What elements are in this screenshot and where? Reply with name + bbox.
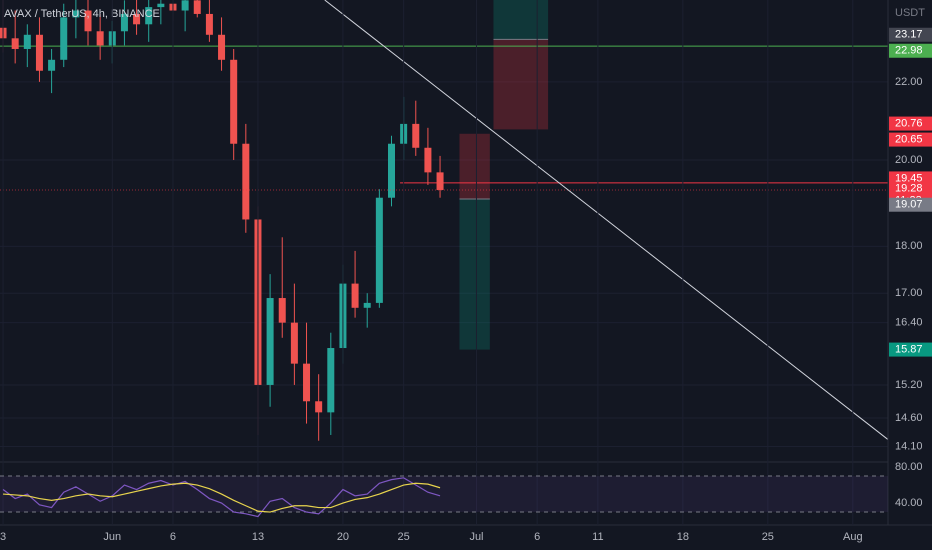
y-tick-label: 14.60 <box>895 412 923 424</box>
price-tag-label: 20.76 <box>895 117 923 129</box>
price-tag-label: 19.45 <box>895 172 923 184</box>
stop-zone <box>459 133 490 200</box>
price-tag <box>889 342 932 357</box>
stop-zone <box>493 39 549 130</box>
target-zone <box>459 199 490 350</box>
x-tick-label: 25 <box>762 531 774 543</box>
price-tag <box>889 116 932 131</box>
rsi-line <box>2 482 441 513</box>
candle-body <box>145 7 153 25</box>
candle-body <box>193 0 201 14</box>
candle-body <box>11 38 19 49</box>
candle-body <box>60 17 68 60</box>
x-tick-label: 20 <box>337 531 349 543</box>
candle-body <box>351 283 359 308</box>
candle-body <box>23 34 31 49</box>
candle-body <box>387 143 395 198</box>
price-tag-label: 15.87 <box>895 343 923 355</box>
price-tag-label: 20.65 <box>895 133 923 145</box>
price-tag <box>889 43 932 58</box>
x-tick-label: Aug <box>843 531 863 543</box>
candle-body <box>230 59 238 144</box>
candle-body <box>412 123 420 148</box>
candle-body <box>363 302 371 308</box>
x-tick-label: 6 <box>170 531 176 543</box>
x-tick-label: 25 <box>398 531 410 543</box>
x-tick-label: 6 <box>534 531 540 543</box>
rsi-band <box>0 476 888 513</box>
chart-title: AVAX / TetherUS, 4h, BINANCE <box>4 8 160 20</box>
y-tick-label: 20.00 <box>895 154 923 166</box>
currency-label: USDT <box>895 7 925 19</box>
price-tag-label: 19.28 <box>895 183 923 195</box>
candle-body <box>278 298 286 323</box>
price-tag-label: 22.98 <box>895 45 923 57</box>
candle-body <box>96 31 104 46</box>
target-zone <box>493 0 549 40</box>
candle-body <box>424 147 432 173</box>
candle-body <box>218 34 226 60</box>
candle-body <box>84 10 92 32</box>
candle-body <box>290 322 298 364</box>
candle-body <box>120 13 128 32</box>
candle-body <box>157 3 165 8</box>
candle-body <box>242 143 250 220</box>
candle-body <box>133 13 141 25</box>
rsi-line <box>2 477 441 518</box>
candle-body <box>375 197 383 303</box>
candle-body <box>266 298 274 385</box>
candle-body <box>35 34 43 71</box>
trend-line <box>324 0 888 440</box>
price-tag-label: 23.17 <box>895 29 923 41</box>
candle-body <box>205 13 213 35</box>
y-tick-label: 18.00 <box>895 240 923 252</box>
y-tick-label: 16.40 <box>895 317 923 329</box>
candle-body <box>72 10 80 18</box>
x-tick-label: 11 <box>592 531 603 543</box>
y-tick-label: 15.20 <box>895 379 923 391</box>
y-tick-label: 22.00 <box>895 76 923 88</box>
candle-body <box>303 363 311 402</box>
rsi-tick-label: 80.00 <box>895 461 923 473</box>
candle-body <box>327 348 335 413</box>
candle-body <box>436 172 444 191</box>
price-tag <box>889 27 932 42</box>
x-tick-label: 3 <box>0 531 6 543</box>
x-tick-label: 18 <box>677 531 689 543</box>
candle-body <box>181 0 189 11</box>
rsi-tick-label: 40.00 <box>895 497 923 509</box>
x-tick-label: 13 <box>252 531 264 543</box>
x-tick-label: Jun <box>103 531 121 543</box>
x-tick-label: Jul <box>469 531 483 543</box>
y-tick-label: 14.10 <box>895 440 923 452</box>
candle-body <box>315 401 323 413</box>
y-tick-label: 17.00 <box>895 287 923 299</box>
candle-body <box>48 59 56 71</box>
price-tag <box>889 132 932 147</box>
price-tag-label: 19.07 <box>895 199 923 211</box>
price-pane <box>0 0 888 448</box>
price-tag <box>889 197 932 212</box>
